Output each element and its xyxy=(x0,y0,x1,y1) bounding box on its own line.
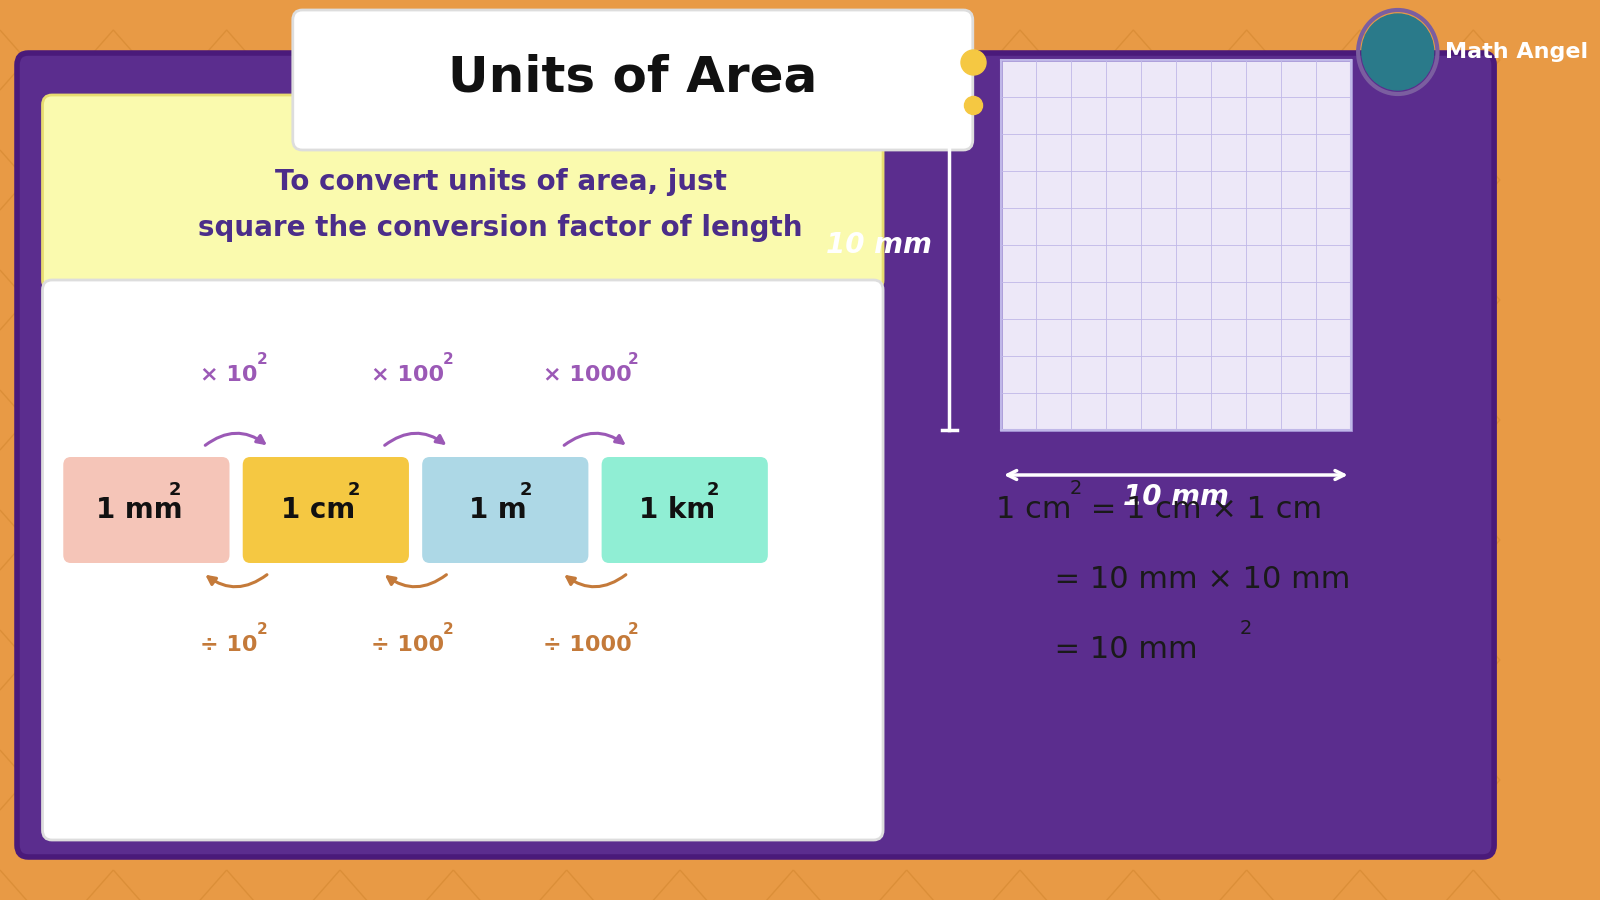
Text: 2: 2 xyxy=(258,352,267,366)
Text: ÷ 100: ÷ 100 xyxy=(371,635,445,655)
Text: 1 km: 1 km xyxy=(638,496,715,524)
Text: 1 m: 1 m xyxy=(469,496,526,524)
Text: 2: 2 xyxy=(347,481,360,499)
Text: 2: 2 xyxy=(707,481,720,499)
Text: 1 cm: 1 cm xyxy=(282,496,355,524)
Text: × 100: × 100 xyxy=(371,365,445,385)
Text: 2: 2 xyxy=(258,622,267,636)
Circle shape xyxy=(1362,14,1434,90)
Text: ÷ 10: ÷ 10 xyxy=(200,635,258,655)
FancyBboxPatch shape xyxy=(64,457,229,563)
FancyBboxPatch shape xyxy=(18,53,1494,857)
FancyBboxPatch shape xyxy=(293,10,973,150)
Text: = 10 mm: = 10 mm xyxy=(997,635,1198,664)
Text: 2: 2 xyxy=(442,352,453,366)
Text: = 10 mm × 10 mm: = 10 mm × 10 mm xyxy=(997,565,1350,595)
FancyBboxPatch shape xyxy=(243,457,410,563)
FancyBboxPatch shape xyxy=(43,95,883,290)
Text: × 1000: × 1000 xyxy=(542,365,632,385)
FancyBboxPatch shape xyxy=(422,457,589,563)
Text: square the conversion factor of length: square the conversion factor of length xyxy=(198,214,803,242)
Text: = 1 cm × 1 cm: = 1 cm × 1 cm xyxy=(1082,496,1323,525)
Text: Units of Area: Units of Area xyxy=(448,54,818,102)
Text: 2: 2 xyxy=(1070,479,1083,498)
Text: 2: 2 xyxy=(627,352,638,366)
Text: 1 cm: 1 cm xyxy=(997,496,1072,525)
Text: 2: 2 xyxy=(520,481,533,499)
Text: 2: 2 xyxy=(1240,618,1253,637)
FancyBboxPatch shape xyxy=(43,280,883,840)
Text: 10 mm: 10 mm xyxy=(1123,483,1229,511)
FancyBboxPatch shape xyxy=(1002,60,1350,430)
Text: × 10: × 10 xyxy=(200,365,258,385)
Text: 1 mm: 1 mm xyxy=(96,496,182,524)
Text: 10 mm: 10 mm xyxy=(826,231,933,259)
FancyBboxPatch shape xyxy=(602,457,768,563)
Text: 2: 2 xyxy=(168,481,181,499)
Text: 2: 2 xyxy=(627,622,638,636)
Text: ÷ 1000: ÷ 1000 xyxy=(542,635,632,655)
Text: Math Angel: Math Angel xyxy=(1445,42,1589,62)
Text: 2: 2 xyxy=(442,622,453,636)
Text: To convert units of area, just: To convert units of area, just xyxy=(275,168,726,196)
